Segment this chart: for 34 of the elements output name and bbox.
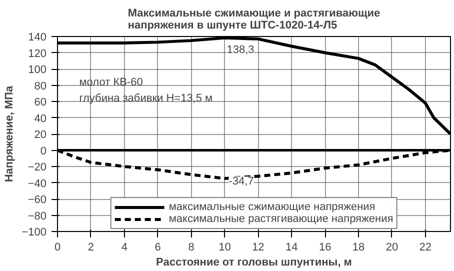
x-tick-label: 18 [352, 242, 365, 254]
y-tick-label: 100 [28, 64, 47, 76]
annotation: молот КВ-60 [79, 76, 143, 88]
x-axis-title: Расстояние от головы шпунтины, м [156, 256, 352, 268]
annotation: глубина забивки Н=13,5 м [79, 92, 213, 104]
y-tick-label: 60 [34, 96, 47, 108]
x-tick-label: 20 [386, 242, 398, 254]
x-tick-label: 2 [88, 242, 94, 254]
annotation: -34,7 [228, 175, 254, 188]
legend-label: максимальные растягивающие напряжения [168, 213, 394, 225]
legend-label: максимальные сжимающие напряжения [168, 201, 376, 213]
x-tick-label: 12 [252, 242, 264, 254]
x-tick-label: 4 [121, 242, 128, 254]
y-tick-label: 80 [34, 80, 47, 92]
y-axis-title: Напряжение, МПа [4, 84, 16, 182]
y-tick-label: −20 [28, 162, 47, 174]
x-tick-label: 14 [286, 242, 298, 254]
y-tick-label: 40 [34, 112, 47, 125]
y-tick-label: 0 [40, 145, 47, 158]
y-tick-label: −60 [28, 194, 47, 206]
y-tick-label: 140 [28, 32, 47, 44]
x-tick-label: 0 [54, 242, 61, 254]
y-tick-label: −100 [22, 226, 47, 238]
y-tick-label: 120 [28, 48, 47, 60]
x-tick-label: 16 [318, 242, 332, 254]
annotation: 138,3 [226, 44, 254, 56]
x-tick-label: 8 [188, 242, 194, 254]
x-tick-label: 10 [218, 242, 231, 254]
x-tick-label: 6 [154, 242, 161, 254]
y-tick-label: 20 [34, 129, 47, 141]
y-tick-label: −40 [28, 178, 47, 190]
y-tick-label: −80 [28, 210, 47, 222]
chart-title: Максимальные сжимающие и растягивающие напряжения в шпунте ШТС-1020-14-Л5 [128, 8, 380, 32]
x-tick-label: 22 [419, 242, 432, 254]
